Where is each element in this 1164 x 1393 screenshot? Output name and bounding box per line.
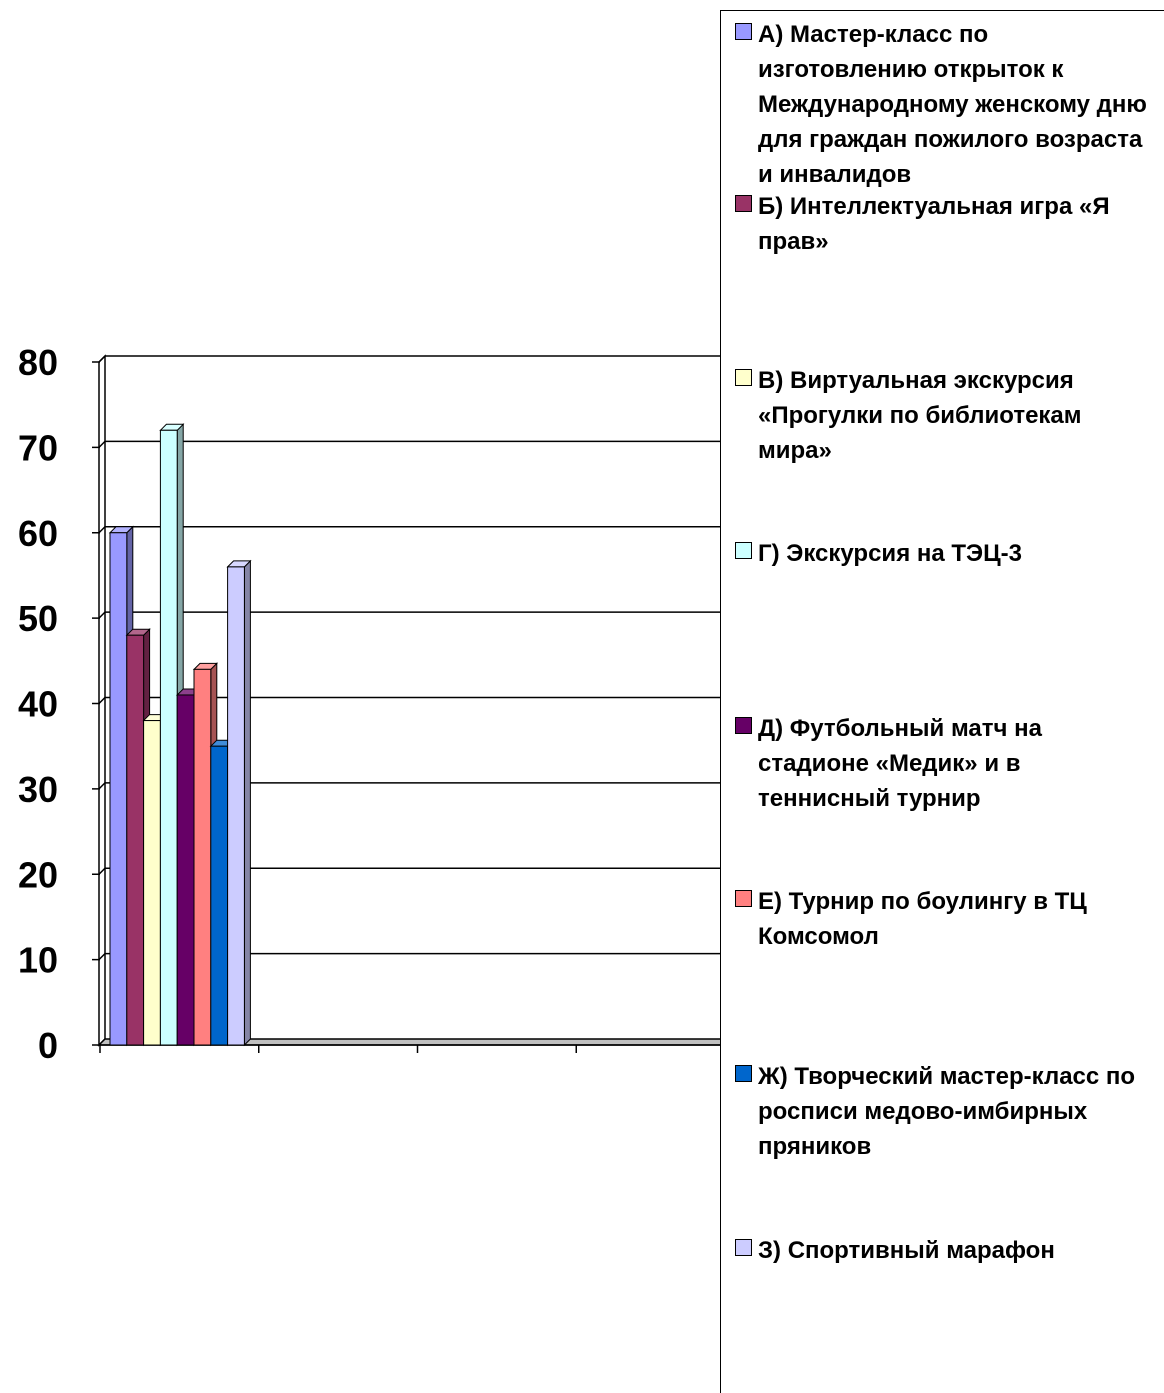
y-tick-label: 10 [18,940,58,981]
legend-item: Д) Футбольный матч на стадионе «Медик» и… [735,711,1158,816]
gridline [98,867,720,875]
legend-label: Ж) Творческий мастер-класс по росписи ме… [758,1063,1136,1160]
plot-area: 0 10 20 30 40 50 60 70 80 [18,342,720,1066]
bar-front [193,668,212,1046]
bar [226,559,252,1047]
legend-swatch [735,890,752,907]
legend-item: Е) Турнир по боулингу в ТЦ Комсомол [735,884,1158,954]
legend-swatch [735,1065,752,1082]
bar-front [227,566,245,1046]
bar-front [126,634,145,1046]
y-tick-label: 70 [18,427,58,468]
legend-label: Д) Футбольный матч на стадионе «Медик» и… [758,715,1042,812]
legend-item: А) Мастер-класс по изготовлению открыток… [735,17,1158,192]
legend-item: Г) Экскурсия на ТЭЦ-3 [735,536,1158,571]
y-tick-label: 0 [38,1025,58,1066]
gridline [98,526,720,534]
gridline [98,440,720,448]
legend-label: А) Мастер-класс по изготовлению открыток… [758,21,1147,188]
gridline [98,611,720,619]
legend-swatch [735,195,752,212]
legend-item: Ж) Творческий мастер-класс по росписи ме… [735,1059,1158,1164]
legend-swatch [735,542,752,559]
gridline [98,696,720,705]
y-tick-label: 30 [18,769,58,810]
y-tick-label: 50 [18,598,58,639]
gridline [98,355,720,363]
gridline [98,782,720,790]
legend: А) Мастер-класс по изготовлению открыток… [720,10,1164,1393]
legend-swatch [735,369,752,386]
legend-item: В) Виртуальная экскурсия «Прогулки по би… [735,363,1158,468]
y-tick-label: 20 [18,854,58,895]
legend-swatch [735,717,752,734]
legend-label: Г) Экскурсия на ТЭЦ-3 [758,540,1022,567]
legend-label: Е) Турнир по боулингу в ТЦ Комсомол [758,888,1087,950]
gridline [98,952,720,961]
y-tick-label: 40 [18,684,58,725]
legend-swatch [735,23,752,40]
legend-label: Б) Интеллектуальная игра «Я прав» [758,193,1110,255]
bar-front [176,694,195,1046]
legend-item: Б) Интеллектуальная игра «Я прав» [735,189,1158,259]
bar-front [159,429,178,1046]
bar-side [243,559,251,1047]
bar-front [210,745,229,1046]
legend-swatch [735,1239,752,1256]
y-tick-label: 60 [18,513,58,554]
legend-item: З) Спортивный марафон [735,1233,1158,1268]
legend-label: З) Спортивный марафон [758,1237,1055,1264]
bar-front [109,532,128,1046]
bar-front [143,720,161,1046]
legend-label: В) Виртуальная экскурсия «Прогулки по би… [758,367,1082,464]
y-tick-label: 80 [18,342,58,383]
